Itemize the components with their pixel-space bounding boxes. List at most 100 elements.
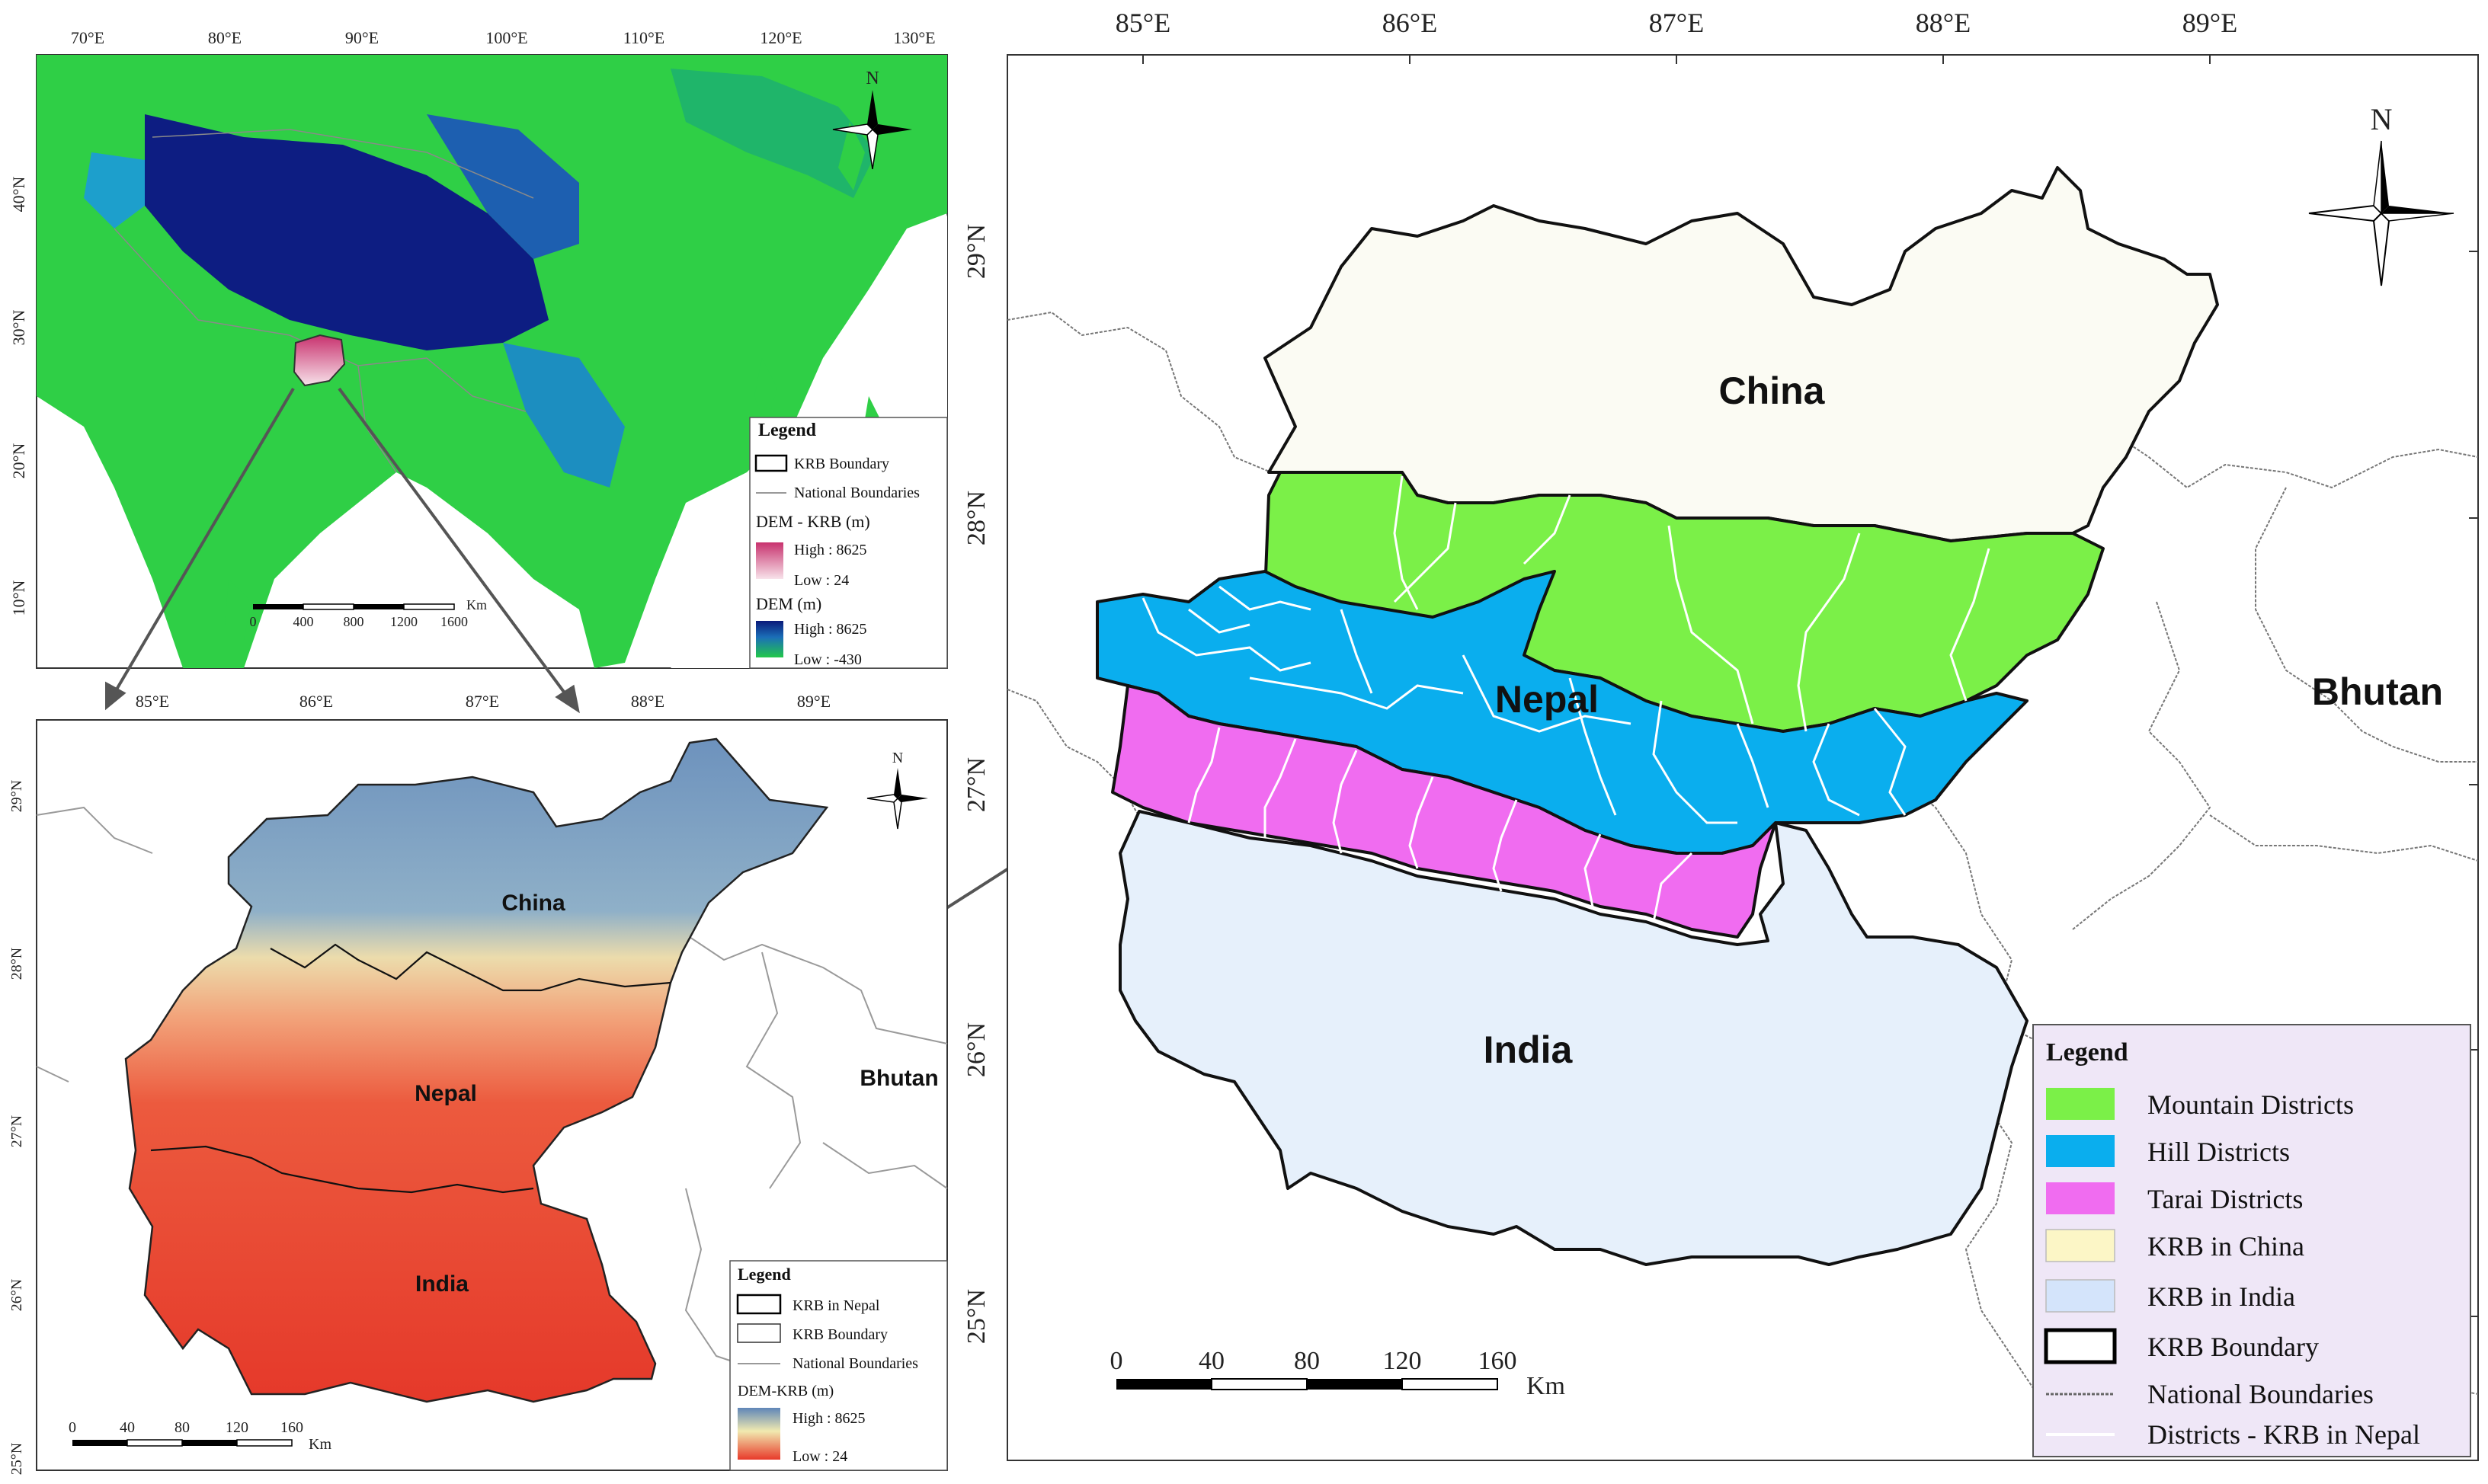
svg-text:High : 8625: High : 8625 bbox=[793, 1410, 866, 1427]
asia-lon-tick: 70°E bbox=[71, 28, 104, 47]
svg-text:160: 160 bbox=[280, 1419, 303, 1436]
svg-text:800: 800 bbox=[344, 614, 364, 629]
svg-text:87°E: 87°E bbox=[466, 692, 499, 711]
svg-text:0: 0 bbox=[1110, 1347, 1123, 1375]
svg-text:Hill Districts: Hill Districts bbox=[2147, 1137, 2290, 1167]
svg-text:29°N: 29°N bbox=[8, 780, 25, 812]
svg-text:DEM (m): DEM (m) bbox=[756, 594, 821, 613]
krb-dem-internal-lines bbox=[150, 943, 671, 1194]
svg-text:National Boundaries: National Boundaries bbox=[793, 1355, 918, 1372]
district-scale-bar: 0 40 80 120 160 Km bbox=[1110, 1347, 1566, 1400]
svg-text:KRB in India: KRB in India bbox=[2147, 1281, 2295, 1312]
svg-text:86°E: 86°E bbox=[299, 692, 333, 711]
svg-text:27°N: 27°N bbox=[8, 1115, 25, 1147]
svg-text:DEM - KRB (m): DEM - KRB (m) bbox=[756, 512, 870, 531]
svg-text:Mountain Districts: Mountain Districts bbox=[2147, 1089, 2354, 1120]
svg-text:26°N: 26°N bbox=[8, 1279, 25, 1311]
asia-lat-tick: 10°N bbox=[9, 580, 28, 616]
legend-swatch-mountain bbox=[2046, 1088, 2115, 1120]
krb-dem-national-boundaries bbox=[36, 806, 948, 1372]
asia-national-boundaries bbox=[114, 129, 534, 473]
svg-text:120: 120 bbox=[226, 1419, 248, 1436]
svg-text:Tarai Districts: Tarai Districts bbox=[2147, 1184, 2303, 1214]
krb-dem-country-labels: China Nepal India Bhutan bbox=[415, 891, 939, 1297]
svg-text:Nepal: Nepal bbox=[1495, 678, 1599, 721]
svg-text:25°N: 25°N bbox=[8, 1443, 25, 1475]
svg-text:High : 8625: High : 8625 bbox=[794, 542, 867, 558]
svg-text:160: 160 bbox=[1478, 1347, 1517, 1375]
svg-text:0: 0 bbox=[69, 1419, 76, 1436]
svg-text:85°E: 85°E bbox=[136, 692, 169, 711]
legend-swatch-tarai bbox=[2046, 1182, 2115, 1214]
krb-dem-panel: 85°E 86°E 87°E 88°E 89°E 29°N 28°N 27°N … bbox=[8, 692, 948, 1475]
svg-text:1600: 1600 bbox=[440, 614, 468, 629]
krb-dem-lon-ticks: 85°E 86°E 87°E 88°E 89°E bbox=[136, 692, 831, 711]
svg-text:40: 40 bbox=[1199, 1347, 1225, 1375]
north-arrow-icon: N bbox=[832, 69, 912, 170]
svg-text:25°N: 25°N bbox=[962, 1289, 991, 1344]
svg-text:Low : 24: Low : 24 bbox=[793, 1448, 847, 1465]
district-frame-ticks bbox=[1142, 55, 2478, 1317]
legend-swatch-hill bbox=[2046, 1135, 2115, 1167]
asia-legend: Legend KRB Boundary National Boundaries … bbox=[749, 417, 948, 669]
asia-lon-tick: 80°E bbox=[208, 28, 242, 47]
svg-text:N: N bbox=[2371, 102, 2393, 136]
india-region bbox=[1119, 810, 2029, 1266]
krb-dem-scale-bar: 0 40 80 120 160 Km bbox=[69, 1419, 331, 1453]
svg-text:N: N bbox=[892, 750, 903, 766]
asia-lon-tick: 130°E bbox=[893, 28, 935, 47]
svg-text:1200: 1200 bbox=[390, 614, 418, 629]
svg-text:N: N bbox=[866, 69, 879, 88]
svg-text:Km: Km bbox=[1526, 1372, 1565, 1400]
svg-text:India: India bbox=[1484, 1028, 1574, 1071]
svg-text:40: 40 bbox=[120, 1419, 135, 1436]
krb-dem-legend: Legend KRB in Nepal KRB Boundary Nationa… bbox=[729, 1260, 948, 1471]
svg-text:KRB Boundary: KRB Boundary bbox=[794, 456, 889, 472]
svg-text:KRB Boundary: KRB Boundary bbox=[793, 1326, 888, 1343]
svg-text:89°E: 89°E bbox=[2182, 8, 2237, 38]
svg-text:National Boundaries: National Boundaries bbox=[794, 485, 920, 501]
legend-swatch-boundary bbox=[2044, 1328, 2117, 1364]
district-country-labels: China Nepal India Bhutan bbox=[1484, 369, 2443, 1071]
svg-text:86°E: 86°E bbox=[1382, 8, 1437, 38]
asia-lat-tick: 40°N bbox=[9, 177, 28, 213]
svg-text:29°N: 29°N bbox=[962, 224, 991, 279]
legend-swatch-china bbox=[2045, 1229, 2115, 1262]
svg-text:China: China bbox=[1719, 369, 1826, 412]
district-boundaries bbox=[1142, 475, 1990, 923]
asia-lat-ticks: 40°N 30°N 20°N 10°N bbox=[9, 177, 28, 616]
svg-text:89°E: 89°E bbox=[797, 692, 831, 711]
asia-lon-tick: 120°E bbox=[760, 28, 802, 47]
district-lat-ticks: 29°N 28°N 27°N 26°N 25°N bbox=[962, 224, 991, 1344]
svg-text:26°N: 26°N bbox=[962, 1022, 991, 1077]
krb-highlight bbox=[293, 334, 346, 387]
svg-text:120: 120 bbox=[1383, 1347, 1422, 1375]
svg-text:28°N: 28°N bbox=[8, 948, 25, 980]
asia-lat-tick: 20°N bbox=[9, 443, 28, 479]
svg-text:China: China bbox=[501, 891, 565, 916]
svg-text:28°N: 28°N bbox=[962, 491, 991, 545]
svg-text:80: 80 bbox=[175, 1419, 190, 1436]
krb-dem-basin bbox=[124, 737, 829, 1403]
svg-text:High : 8625: High : 8625 bbox=[794, 621, 867, 638]
svg-text:0: 0 bbox=[250, 614, 257, 629]
svg-text:Legend: Legend bbox=[2046, 1038, 2128, 1067]
svg-text:Nepal: Nepal bbox=[415, 1081, 477, 1106]
svg-text:Bhutan: Bhutan bbox=[2312, 670, 2443, 713]
legend-swatch-india bbox=[2045, 1279, 2115, 1313]
svg-text:Districts - KRB in Nepal: Districts - KRB in Nepal bbox=[2147, 1419, 2420, 1450]
basin-regions bbox=[1096, 166, 2219, 1266]
asia-lon-tick: 100°E bbox=[485, 28, 527, 47]
asia-lat-tick: 30°N bbox=[9, 310, 28, 346]
asia-lon-ticks: 70°E 80°E 90°E 100°E 110°E 120°E 130°E bbox=[71, 28, 936, 47]
district-lon-ticks: 85°E 86°E 87°E 88°E 89°E bbox=[1116, 8, 2237, 38]
north-arrow-icon: N bbox=[866, 750, 928, 830]
svg-text:Km: Km bbox=[466, 597, 487, 612]
svg-text:85°E: 85°E bbox=[1116, 8, 1170, 38]
svg-text:88°E: 88°E bbox=[631, 692, 664, 711]
asia-lon-tick: 90°E bbox=[345, 28, 379, 47]
svg-text:India: India bbox=[415, 1271, 469, 1297]
krb-dem-lat-ticks: 29°N 28°N 27°N 26°N 25°N bbox=[8, 780, 25, 1475]
svg-text:DEM-KRB (m): DEM-KRB (m) bbox=[738, 1383, 834, 1399]
